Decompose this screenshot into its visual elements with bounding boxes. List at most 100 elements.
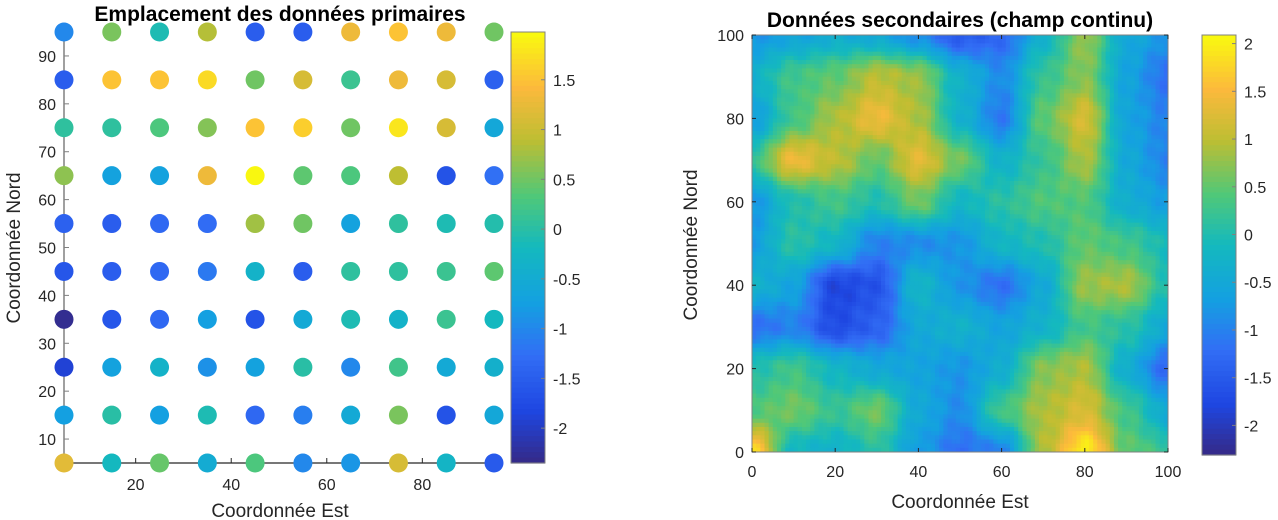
heatmap-cell: [1093, 80, 1098, 86]
heatmap-cell: [1009, 151, 1015, 157]
heatmap-cell: [951, 35, 957, 40]
heatmap-cell: [943, 230, 949, 236]
heatmap-cell: [1080, 97, 1086, 103]
heatmap-cell: [1001, 64, 1007, 69]
heatmap-cell: [885, 101, 890, 107]
heatmap-cell: [1143, 151, 1148, 157]
heatmap-cell: [822, 197, 828, 203]
heatmap-cell: [801, 197, 807, 203]
heatmap-cell: [997, 218, 1003, 224]
heatmap-cell: [901, 155, 907, 161]
heatmap-cell: [1118, 143, 1123, 149]
heatmap-cell: [1068, 118, 1073, 124]
heatmap-cell: [1134, 143, 1140, 149]
heatmap-cell: [1009, 122, 1015, 128]
heatmap-cell: [1122, 201, 1127, 207]
heatmap-cell: [760, 176, 765, 182]
heatmap-cell: [897, 155, 903, 161]
heatmap-cell: [885, 201, 890, 207]
heatmap-cell: [781, 110, 786, 115]
heatmap-cell: [872, 147, 878, 153]
heatmap-cell: [781, 168, 786, 174]
heatmap-cell: [1122, 122, 1127, 128]
left-colorbar-segment: [511, 322, 545, 329]
heatmap-cell: [1076, 118, 1082, 124]
heatmap-cell: [801, 176, 807, 182]
heatmap-cell: [1030, 222, 1036, 228]
heatmap-cell: [768, 214, 774, 219]
heatmap-cell: [1034, 43, 1040, 49]
heatmap-cell: [764, 64, 770, 69]
heatmap-cell: [789, 205, 795, 211]
heatmap-cell: [756, 210, 761, 215]
heatmap-cell: [1138, 222, 1144, 228]
heatmap-cell: [885, 60, 890, 65]
heatmap-cell: [1118, 55, 1123, 61]
left-colorbar-segment: [511, 344, 545, 351]
heatmap-cell: [1105, 193, 1111, 199]
heatmap-cell: [889, 218, 894, 224]
heatmap-cell: [918, 139, 924, 144]
heatmap-cell: [984, 205, 990, 211]
heatmap-cell: [801, 205, 807, 211]
heatmap-cell: [989, 160, 994, 165]
heatmap-cell: [843, 55, 849, 61]
heatmap-cell: [1026, 72, 1032, 78]
heatmap-cell: [918, 189, 924, 194]
heatmap-cell: [980, 201, 986, 207]
heatmap-cell: [1030, 114, 1036, 119]
heatmap-cell: [1138, 43, 1144, 49]
heatmap-cell: [860, 180, 865, 186]
heatmap-cell: [1093, 39, 1098, 44]
heatmap-cell: [772, 143, 778, 149]
scatter-point: [293, 261, 313, 281]
heatmap-cell: [760, 147, 765, 153]
heatmap-cell: [822, 80, 828, 86]
heatmap-cell: [843, 93, 849, 99]
heatmap-cell: [968, 97, 973, 103]
heatmap-cell: [856, 155, 861, 161]
heatmap-cell: [1118, 118, 1123, 124]
heatmap-cell: [785, 172, 790, 178]
heatmap-cell: [1005, 160, 1011, 165]
heatmap-cell: [984, 72, 990, 78]
heatmap-cell: [810, 122, 815, 128]
heatmap-cell: [1109, 185, 1115, 190]
heatmap-cell: [1138, 80, 1144, 86]
heatmap-cell: [922, 35, 928, 40]
heatmap-cell: [810, 205, 815, 211]
heatmap-cell: [793, 226, 799, 232]
heatmap-cell: [897, 180, 903, 186]
heatmap-cell: [1001, 185, 1007, 190]
heatmap-cell: [1034, 168, 1040, 174]
heatmap-cell: [910, 60, 915, 65]
heatmap-cell: [768, 122, 774, 128]
heatmap-cell: [1118, 39, 1123, 44]
heatmap-cell: [831, 135, 836, 140]
heatmap-cell: [1113, 151, 1119, 157]
heatmap-cell: [1113, 72, 1119, 78]
heatmap-cell: [760, 210, 765, 215]
heatmap-cell: [1076, 172, 1082, 178]
heatmap-cell: [864, 76, 869, 82]
heatmap-cell: [785, 47, 790, 53]
heatmap-cell: [1084, 151, 1090, 157]
heatmap-cell: [1068, 164, 1073, 169]
heatmap-cell: [922, 222, 928, 228]
heatmap-cell: [801, 39, 807, 44]
heatmap-cell: [1005, 172, 1011, 178]
heatmap-cell: [822, 130, 828, 136]
heatmap-cell: [930, 122, 936, 128]
heatmap-cell: [905, 185, 911, 190]
heatmap-cell: [789, 214, 795, 219]
heatmap-cell: [1030, 55, 1036, 61]
heatmap-cell: [856, 176, 861, 182]
heatmap-cell: [1014, 39, 1019, 44]
heatmap-cell: [1030, 118, 1036, 124]
heatmap-cell: [1043, 126, 1048, 132]
heatmap-cell: [1076, 80, 1082, 86]
heatmap-cell: [893, 147, 899, 153]
heatmap-cell: [1072, 189, 1077, 194]
heatmap-cell: [951, 222, 957, 228]
heatmap-cell: [1014, 43, 1019, 49]
